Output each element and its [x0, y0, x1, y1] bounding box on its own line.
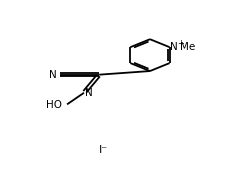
Text: N: N	[85, 88, 92, 98]
Text: HO: HO	[46, 100, 61, 110]
Text: +: +	[177, 39, 184, 48]
Text: Me: Me	[180, 42, 195, 52]
Text: N: N	[170, 42, 177, 52]
Text: N: N	[48, 70, 56, 80]
Text: I⁻: I⁻	[99, 145, 108, 155]
